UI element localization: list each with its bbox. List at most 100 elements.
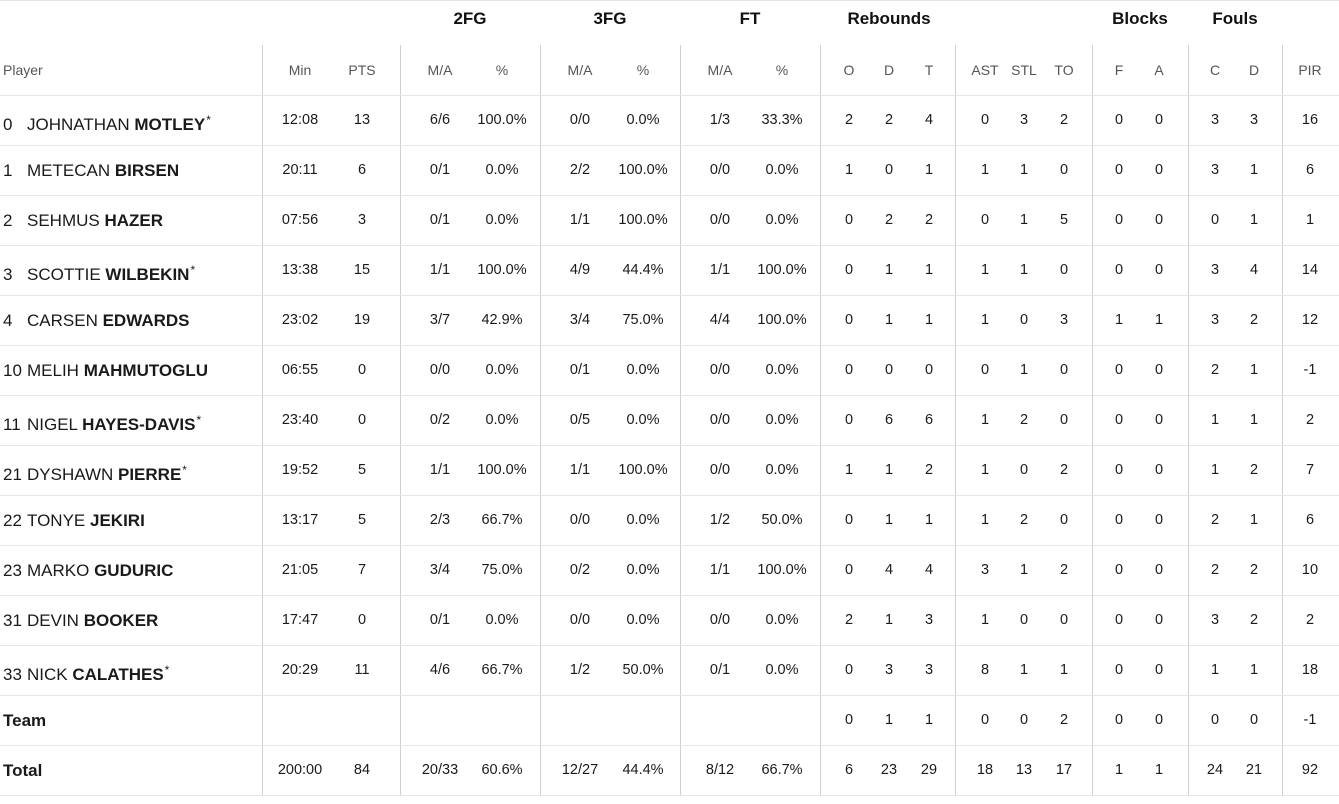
stat-cell-o-8: 2: [844, 112, 854, 128]
player-first-name: NICK: [27, 665, 68, 684]
table-row[interactable]: 1 METECAN BIRSEN 20:11 6 0/1 0.0% 2/2 100.0% 0/0…: [0, 145, 1339, 195]
player-last-name: BIRSEN: [114, 161, 180, 180]
player-cell[interactable]: 22 TONYE JEKIRI: [3, 496, 145, 545]
player-cell[interactable]: 3 SCOTTIE WILBEKIN*: [3, 246, 195, 295]
column-header--4[interactable]: %: [495, 62, 509, 78]
stat-cell-min-0: [265, 696, 335, 745]
stat-cell--3: 100.0%: [477, 462, 527, 478]
table-row[interactable]: 23 MARKO GUDURIC 21:05 7 3/4 75.0% 0/2 0.0% 1/1 1…: [0, 545, 1339, 595]
stat-cell--5: 44.4%: [622, 762, 664, 778]
table-row[interactable]: 22 TONYE JEKIRI 13:17 5 2/3 66.7% 0/0 0.0% 1/2 50…: [0, 495, 1339, 545]
table-row[interactable]: 33 NICK CALATHES* 20:29 11 4/6 66.7% 1/2 50.0% 0…: [0, 645, 1339, 695]
column-divider: [820, 45, 821, 795]
player-cell[interactable]: 11 NIGEL HAYES-DAVIS*: [3, 396, 201, 445]
table-bottom-border: [0, 795, 1339, 796]
stat-cell-c-16: 3: [1210, 312, 1220, 328]
player-cell[interactable]: 0 JOHNATHAN MOTLEY*: [3, 96, 211, 145]
stat-cell-pts-1: 5: [357, 512, 367, 528]
stat-cell-ma-2: 20/33: [421, 762, 459, 778]
column-header-ma-5[interactable]: M/A: [567, 62, 593, 78]
stat-cell-d-9: 6: [884, 412, 894, 428]
stat-cell-a-15: 0: [1154, 662, 1164, 678]
column-header-min-1[interactable]: Min: [288, 62, 312, 78]
stat-cell-f-14: 0: [1114, 612, 1124, 628]
stat-cell-f-14: 1: [1114, 762, 1124, 778]
stat-cell-ast-11: 18: [976, 762, 994, 778]
stat-cell-to-13: 5: [1059, 212, 1069, 228]
table-row[interactable]: 10 MELIH MAHMUTOGLU 06:55 0 0/0 0.0% 0/1 0.0% 0/…: [0, 345, 1339, 395]
stat-cell-ma-2: 0/0: [429, 362, 451, 378]
column-header-to-14[interactable]: TO: [1054, 62, 1074, 78]
table-row[interactable]: 0 JOHNATHAN MOTLEY* 12:08 13 6/6 100.0% 0/0 0.0…: [0, 95, 1339, 145]
stat-cell-t-10: 29: [920, 762, 938, 778]
stat-cell-pts-1: 3: [357, 212, 367, 228]
column-header-t-11[interactable]: T: [924, 62, 934, 78]
stat-cell-ma-6: 8/12: [705, 762, 735, 778]
table-row[interactable]: 21 DYSHAWN PIERRE* 19:52 5 1/1 100.0% 1/1 100.0…: [0, 445, 1339, 495]
column-divider: [400, 45, 401, 795]
column-header-ma-7[interactable]: M/A: [707, 62, 733, 78]
stat-cell-stl-12: 2: [1019, 412, 1029, 428]
stat-cell-d-9: 2: [884, 112, 894, 128]
stat-cell-t-10: 4: [924, 562, 934, 578]
stat-cell-d-9: 23: [880, 762, 898, 778]
player-cell[interactable]: 4 CARSEN EDWARDS: [3, 296, 190, 345]
stat-cell-f-14: 0: [1114, 162, 1124, 178]
table-row[interactable]: 3 SCOTTIE WILBEKIN* 13:38 15 1/1 100.0% 4/9 44.…: [0, 245, 1339, 295]
stat-cell--3: 42.9%: [481, 312, 523, 328]
stat-cell--7: 0.0%: [765, 362, 799, 378]
table-row[interactable]: 2 SEHMUS HAZER 07:56 3 0/1 0.0% 1/1 100.0% 0/0 0.…: [0, 195, 1339, 245]
player-cell[interactable]: 1 METECAN BIRSEN: [3, 146, 179, 195]
stat-cell-ma-4: 12/27: [561, 762, 599, 778]
column-header-pir-19[interactable]: PIR: [1298, 62, 1322, 78]
player-last-name: GUDURIC: [94, 561, 174, 580]
stat-cell--7: 66.7%: [761, 762, 803, 778]
player-first-name: MELIH: [27, 361, 79, 380]
stat-cell-min-0: 07:56: [281, 212, 319, 228]
stat-cell-ma-6: 0/0: [709, 412, 731, 428]
column-header-o-9[interactable]: O: [843, 62, 855, 78]
stat-cell-t-10: 6: [924, 412, 934, 428]
table-row[interactable]: 4 CARSEN EDWARDS 23:02 19 3/7 42.9% 3/4 75.0% 4/…: [0, 295, 1339, 345]
player-number: 31: [3, 611, 22, 630]
column-divider: [680, 45, 681, 795]
player-cell[interactable]: 2 SEHMUS HAZER: [3, 196, 163, 245]
stat-cell--7: 0.0%: [765, 612, 799, 628]
column-header-pts-2[interactable]: PTS: [348, 62, 376, 78]
player-cell[interactable]: 23 MARKO GUDURIC: [3, 546, 173, 595]
column-header-d-10[interactable]: D: [883, 62, 895, 78]
column-divider: [1282, 45, 1283, 795]
stat-cell-t-10: 2: [924, 462, 934, 478]
column-header-stl-13[interactable]: STL: [1011, 62, 1037, 78]
stat-cell-c-16: 2: [1210, 562, 1220, 578]
column-header-f-15[interactable]: F: [1114, 62, 1124, 78]
stat-cell--3: [467, 696, 537, 745]
stat-cell-f-14: 0: [1114, 662, 1124, 678]
team-row: Team 0 1 1 0 0 2 0 0 0 0 -1: [0, 695, 1339, 745]
table-row[interactable]: 31 DEVIN BOOKER 17:47 0 0/1 0.0% 0/0 0.0% 0/0 0.0…: [0, 595, 1339, 645]
column-header--6[interactable]: %: [636, 62, 650, 78]
column-header-a-16[interactable]: A: [1154, 62, 1164, 78]
player-cell[interactable]: 21 DYSHAWN PIERRE*: [3, 446, 187, 495]
player-cell[interactable]: 31 DEVIN BOOKER: [3, 596, 158, 645]
player-cell[interactable]: 10 MELIH MAHMUTOGLU: [3, 346, 208, 395]
stat-cell-to-13: 3: [1059, 312, 1069, 328]
stat-cell-d-9: 2: [884, 212, 894, 228]
table-row[interactable]: 11 NIGEL HAYES-DAVIS* 23:40 0 0/2 0.0% 0/5 0.0%…: [0, 395, 1339, 445]
stat-cell-ast-11: 1: [980, 462, 990, 478]
stat-cell-t-10: 1: [924, 312, 934, 328]
column-header-ast-12[interactable]: AST: [971, 62, 999, 78]
column-header-player-0[interactable]: Player: [3, 62, 43, 78]
stat-cell-d-17: 4: [1249, 262, 1259, 278]
column-header-d-18[interactable]: D: [1248, 62, 1260, 78]
column-header-c-17[interactable]: C: [1209, 62, 1221, 78]
stat-cell-d-17: 1: [1249, 162, 1259, 178]
column-divider: [955, 45, 956, 795]
stat-cell-o-8: 0: [844, 562, 854, 578]
stat-cell-ma-2: 3/7: [429, 312, 451, 328]
column-header-ma-3[interactable]: M/A: [427, 62, 453, 78]
stat-cell-min-0: 19:52: [281, 462, 319, 478]
player-cell[interactable]: 33 NICK CALATHES*: [3, 646, 169, 695]
stat-cell-ma-4: [545, 696, 615, 745]
column-header--8[interactable]: %: [775, 62, 789, 78]
